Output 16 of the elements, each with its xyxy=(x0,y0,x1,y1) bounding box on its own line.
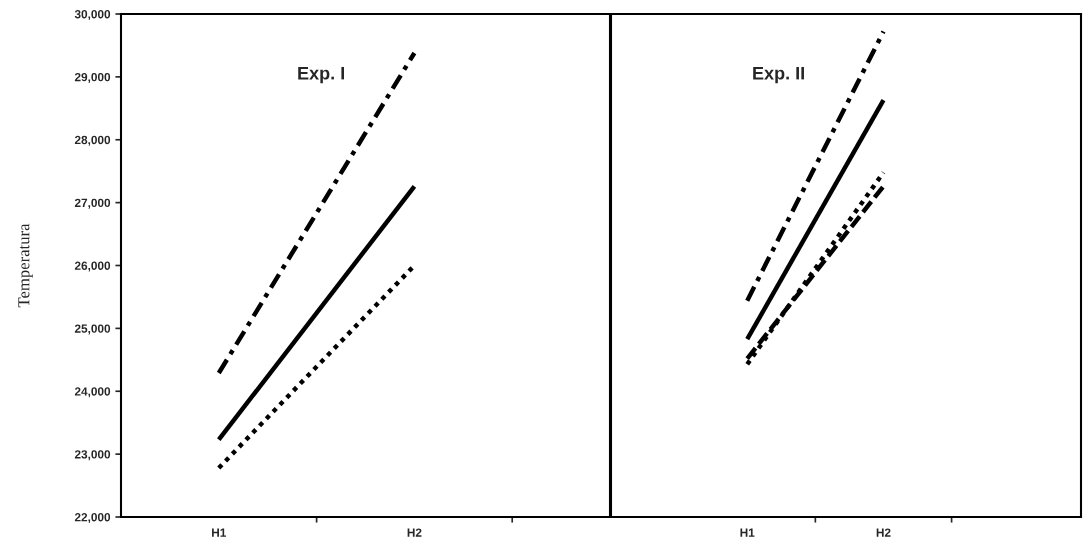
x-tick-label: H2 xyxy=(407,528,422,537)
x-tick-label: H1 xyxy=(212,528,227,537)
y-tick-label: 24,000 xyxy=(74,387,111,398)
y-tick-label: 25,000 xyxy=(74,324,111,335)
y-tick-label: 28,000 xyxy=(74,135,111,146)
y-tick-label: 22,000 xyxy=(74,513,111,524)
x-tick-label: H2 xyxy=(876,528,891,537)
annotation: Exp. II xyxy=(753,66,804,84)
y-tick-label: 27,000 xyxy=(74,198,111,209)
y-tick-label: 29,000 xyxy=(74,72,111,83)
y-tick-label: 23,000 xyxy=(74,450,111,461)
x-tick-label: H1 xyxy=(740,528,755,537)
annotation: Exp. I xyxy=(298,66,344,84)
y-tick-label: 26,000 xyxy=(74,261,111,272)
y-tick-label: 30,000 xyxy=(74,10,111,21)
y-axis-title: Temperatura xyxy=(18,223,33,308)
